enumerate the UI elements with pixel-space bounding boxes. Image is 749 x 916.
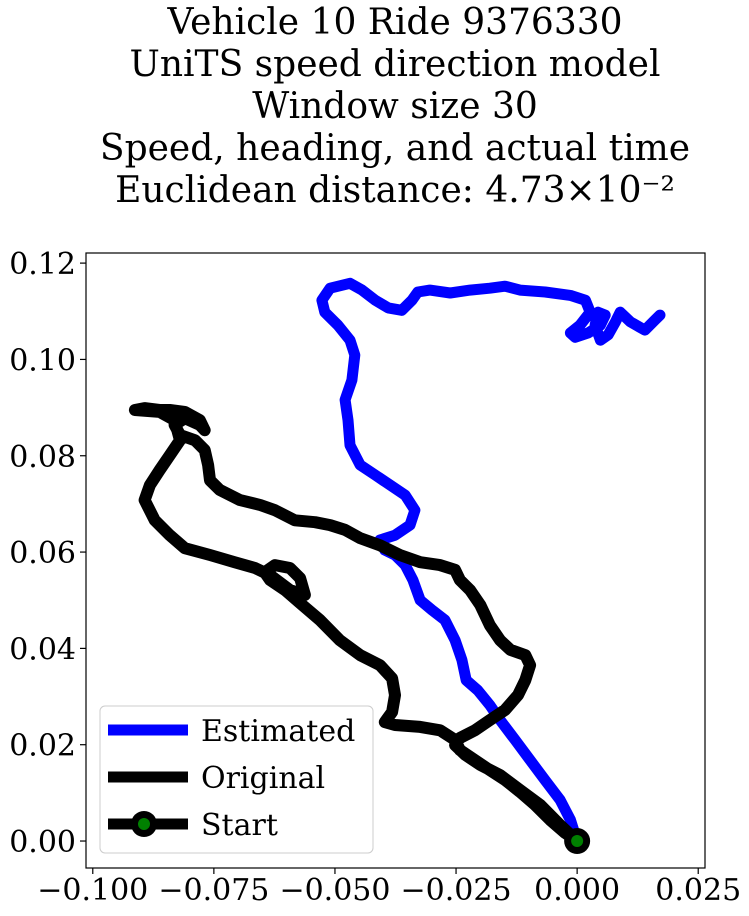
data-line xyxy=(316,277,666,847)
legend-box xyxy=(99,705,374,854)
x-tick-label: −0.050 xyxy=(279,873,390,908)
y-tick-label: 0.10 xyxy=(9,343,76,378)
y-tick-label: 0.00 xyxy=(9,825,76,860)
plot-lines xyxy=(128,277,666,855)
y-tick-label: 0.04 xyxy=(9,632,76,667)
legend-label: Original xyxy=(201,761,325,796)
plot-frame xyxy=(85,252,706,869)
x-tick-label: −0.075 xyxy=(158,873,269,908)
chart-title: Window size 30 xyxy=(252,86,538,127)
axes: −0.100 −0.075 −0.050 −0.025 0.000 0.025 0.00 0.… xyxy=(9,247,741,908)
chart-title: Vehicle 10 Ride 9376330 xyxy=(166,2,622,43)
chart-title: UniTS speed direction model xyxy=(130,44,661,85)
x-tick-label: −0.100 xyxy=(37,873,148,908)
y-tick-label: 0.08 xyxy=(9,440,76,475)
legend-label: Estimated xyxy=(201,714,355,749)
legend-marker-center xyxy=(138,818,150,830)
y-tick-label: 0.02 xyxy=(9,729,76,764)
y-tick-label: 0.12 xyxy=(9,247,76,282)
start-marker-center xyxy=(571,835,584,848)
legend: Estimated Original Start xyxy=(99,705,374,854)
y-tick-label: 0.06 xyxy=(9,536,76,571)
x-tick-label: 0.000 xyxy=(534,873,620,908)
data-line xyxy=(128,402,584,847)
x-tick-label: −0.025 xyxy=(401,873,512,908)
chart-title: Euclidean distance: 4.73×10⁻² xyxy=(115,170,675,211)
legend-label: Start xyxy=(201,808,278,843)
x-tick-label: 0.025 xyxy=(655,873,741,908)
chart-title: Speed, heading, and actual time xyxy=(100,128,690,169)
